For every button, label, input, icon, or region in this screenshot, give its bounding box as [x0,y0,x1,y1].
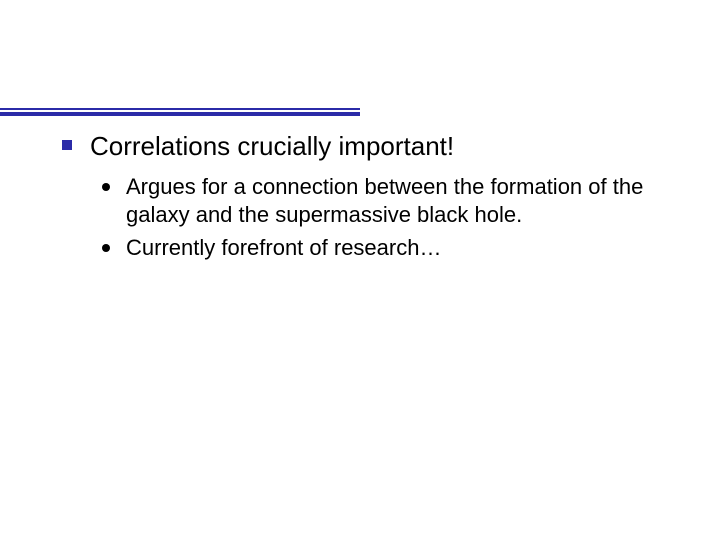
divider-top-thin [0,108,360,110]
main-point-text: Correlations crucially important! [90,130,454,163]
dot-bullet-icon [102,183,110,191]
slide: Correlations crucially important! Argues… [0,0,720,540]
bullet-level2: Currently forefront of research… [102,234,660,263]
slide-content: Correlations crucially important! Argues… [62,130,660,266]
sub-list: Argues for a connection between the form… [102,173,660,263]
sub-point-text: Currently forefront of research… [126,234,441,263]
bullet-level1: Correlations crucially important! [62,130,660,163]
divider-top-thick [0,112,360,116]
sub-point-text: Argues for a connection between the form… [126,173,660,230]
bullet-level2: Argues for a connection between the form… [102,173,660,230]
dot-bullet-icon [102,244,110,252]
square-bullet-icon [62,140,72,150]
